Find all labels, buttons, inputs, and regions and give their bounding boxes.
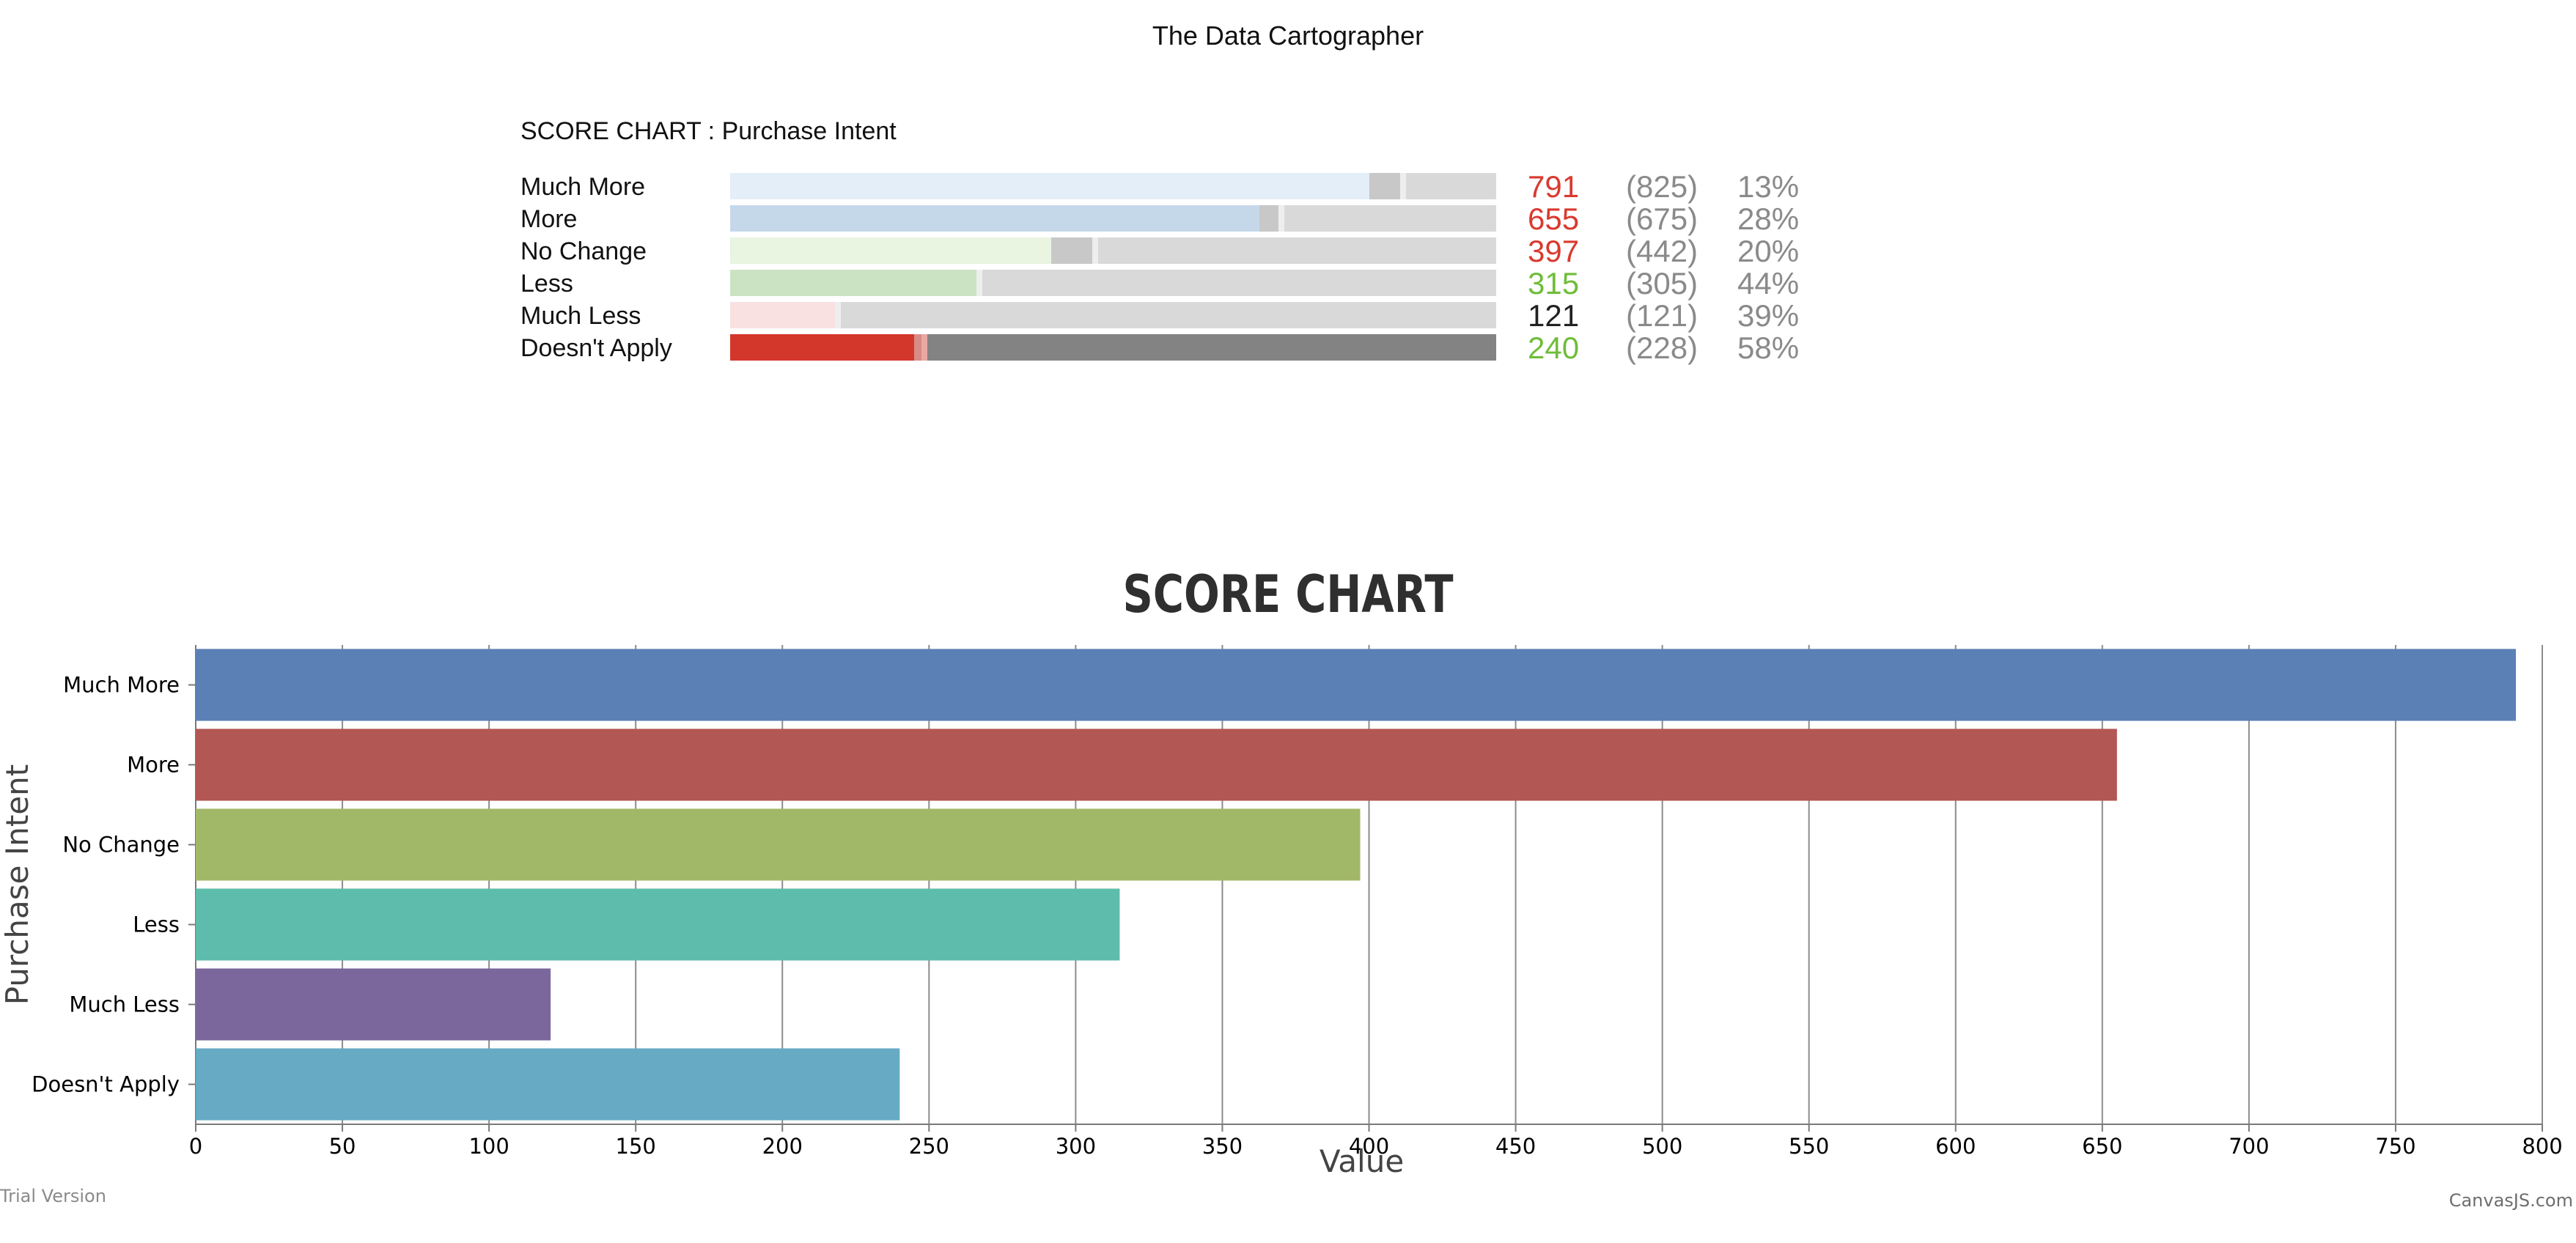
score-row-label: Much More bbox=[520, 173, 646, 201]
score-row-change-segment bbox=[1050, 237, 1093, 264]
x-tick-label: 500 bbox=[1642, 1134, 1682, 1159]
score-row-fill bbox=[730, 173, 1369, 199]
score-row-value: 791 bbox=[1528, 169, 1580, 204]
x-tick-label: 100 bbox=[468, 1134, 509, 1159]
x-tick-label: 650 bbox=[2082, 1134, 2122, 1159]
score-row-label: Much Less bbox=[520, 302, 641, 330]
score-row-previous: (675) bbox=[1626, 202, 1699, 236]
score-row-label: No Change bbox=[520, 237, 647, 265]
score-row: Much More 791 (825) 13% bbox=[520, 171, 1840, 203]
x-tick-label: 0 bbox=[189, 1134, 202, 1159]
score-row: Doesn't Apply 240 (228) 58% bbox=[520, 332, 1840, 364]
score-row-percent: 13% bbox=[1737, 169, 1800, 204]
score-row-fill bbox=[730, 205, 1260, 232]
score-row-previous: (228) bbox=[1626, 331, 1699, 365]
score-row-value: 655 bbox=[1528, 202, 1580, 236]
score-row-percent: 39% bbox=[1737, 298, 1800, 333]
x-tick-label: 700 bbox=[2229, 1134, 2269, 1159]
score-row-fill bbox=[730, 302, 836, 328]
score-row-label: More bbox=[520, 205, 578, 233]
score-row-change-segment bbox=[913, 334, 922, 361]
score-row-value: 397 bbox=[1528, 234, 1580, 268]
score-row-previous-marker bbox=[976, 270, 983, 296]
score-row-track bbox=[730, 173, 1496, 199]
score-row-previous: (825) bbox=[1626, 169, 1699, 204]
score-row-track bbox=[730, 334, 1496, 361]
score-row-change-segment bbox=[1369, 173, 1401, 199]
score-row-previous-marker bbox=[1092, 237, 1099, 264]
score-row-label: Doesn't Apply bbox=[520, 334, 672, 362]
y-tick-label: No Change bbox=[62, 833, 180, 857]
app-title: The Data Cartographer bbox=[1152, 21, 1424, 51]
score-row-track bbox=[730, 270, 1496, 296]
x-tick-label: 400 bbox=[1349, 1134, 1389, 1159]
bar bbox=[196, 888, 1120, 961]
score-row-previous: (121) bbox=[1626, 298, 1699, 333]
score-row-percent: 58% bbox=[1737, 331, 1800, 365]
score-row-track bbox=[730, 205, 1496, 232]
score-row-fill bbox=[730, 237, 1051, 264]
canvasjs-credit[interactable]: CanvasJS.com bbox=[2448, 1190, 2573, 1211]
bar bbox=[196, 808, 1361, 881]
bar bbox=[196, 968, 551, 1041]
x-tick-label: 600 bbox=[1935, 1134, 1976, 1159]
score-row-previous-marker bbox=[921, 334, 928, 361]
score-row-previous: (305) bbox=[1626, 266, 1699, 300]
y-tick-label: Less bbox=[133, 912, 180, 937]
score-row-change-segment bbox=[1259, 205, 1279, 232]
score-row: Much Less 121 (121) 39% bbox=[520, 300, 1840, 332]
x-axis-title: Value bbox=[1320, 1143, 1404, 1179]
trial-version-watermark: Trial Version bbox=[0, 1186, 106, 1206]
score-row-previous-marker bbox=[835, 302, 842, 328]
score-row-label: Less bbox=[520, 270, 573, 298]
x-tick-label: 150 bbox=[616, 1134, 656, 1159]
bar-chart-title: SCORE CHART bbox=[1122, 564, 1454, 624]
score-row: More 655 (675) 28% bbox=[520, 203, 1840, 235]
score-row-percent: 28% bbox=[1737, 202, 1800, 236]
score-row-previous-marker bbox=[1400, 173, 1407, 199]
score-row-fill bbox=[730, 334, 914, 361]
score-row-value: 315 bbox=[1528, 266, 1580, 300]
bar bbox=[196, 649, 2516, 721]
score-row-value: 121 bbox=[1528, 298, 1580, 333]
bar bbox=[196, 729, 2117, 801]
score-row-track bbox=[730, 237, 1496, 264]
x-tick-label: 450 bbox=[1495, 1134, 1536, 1159]
x-tick-label: 200 bbox=[762, 1134, 803, 1159]
x-tick-label: 300 bbox=[1056, 1134, 1096, 1159]
y-tick-label: Much Less bbox=[69, 992, 180, 1017]
score-row-percent: 44% bbox=[1737, 266, 1800, 300]
score-row-fill bbox=[730, 270, 977, 296]
score-row-track bbox=[730, 302, 1496, 328]
score-row-previous-marker bbox=[1278, 205, 1285, 232]
x-tick-label: 250 bbox=[909, 1134, 949, 1159]
x-tick-label: 800 bbox=[2522, 1134, 2562, 1159]
bar bbox=[196, 1048, 900, 1121]
score-chart-title: SCORE CHART : Purchase Intent bbox=[520, 117, 897, 145]
y-tick-label: Doesn't Apply bbox=[32, 1072, 180, 1097]
score-row-previous: (442) bbox=[1626, 234, 1699, 268]
y-axis-title: Purchase Intent bbox=[0, 764, 35, 1005]
x-tick-label: 750 bbox=[2375, 1134, 2415, 1159]
score-row-percent: 20% bbox=[1737, 234, 1800, 268]
x-tick-label: 50 bbox=[329, 1134, 356, 1159]
x-tick-label: 350 bbox=[1202, 1134, 1243, 1159]
y-tick-label: Much More bbox=[63, 673, 180, 698]
score-row: Less 315 (305) 44% bbox=[520, 268, 1840, 300]
x-tick-label: 550 bbox=[1789, 1134, 1829, 1159]
y-tick-label: More bbox=[127, 753, 180, 778]
score-row-value: 240 bbox=[1528, 331, 1580, 365]
score-row: No Change 397 (442) 20% bbox=[520, 235, 1840, 268]
